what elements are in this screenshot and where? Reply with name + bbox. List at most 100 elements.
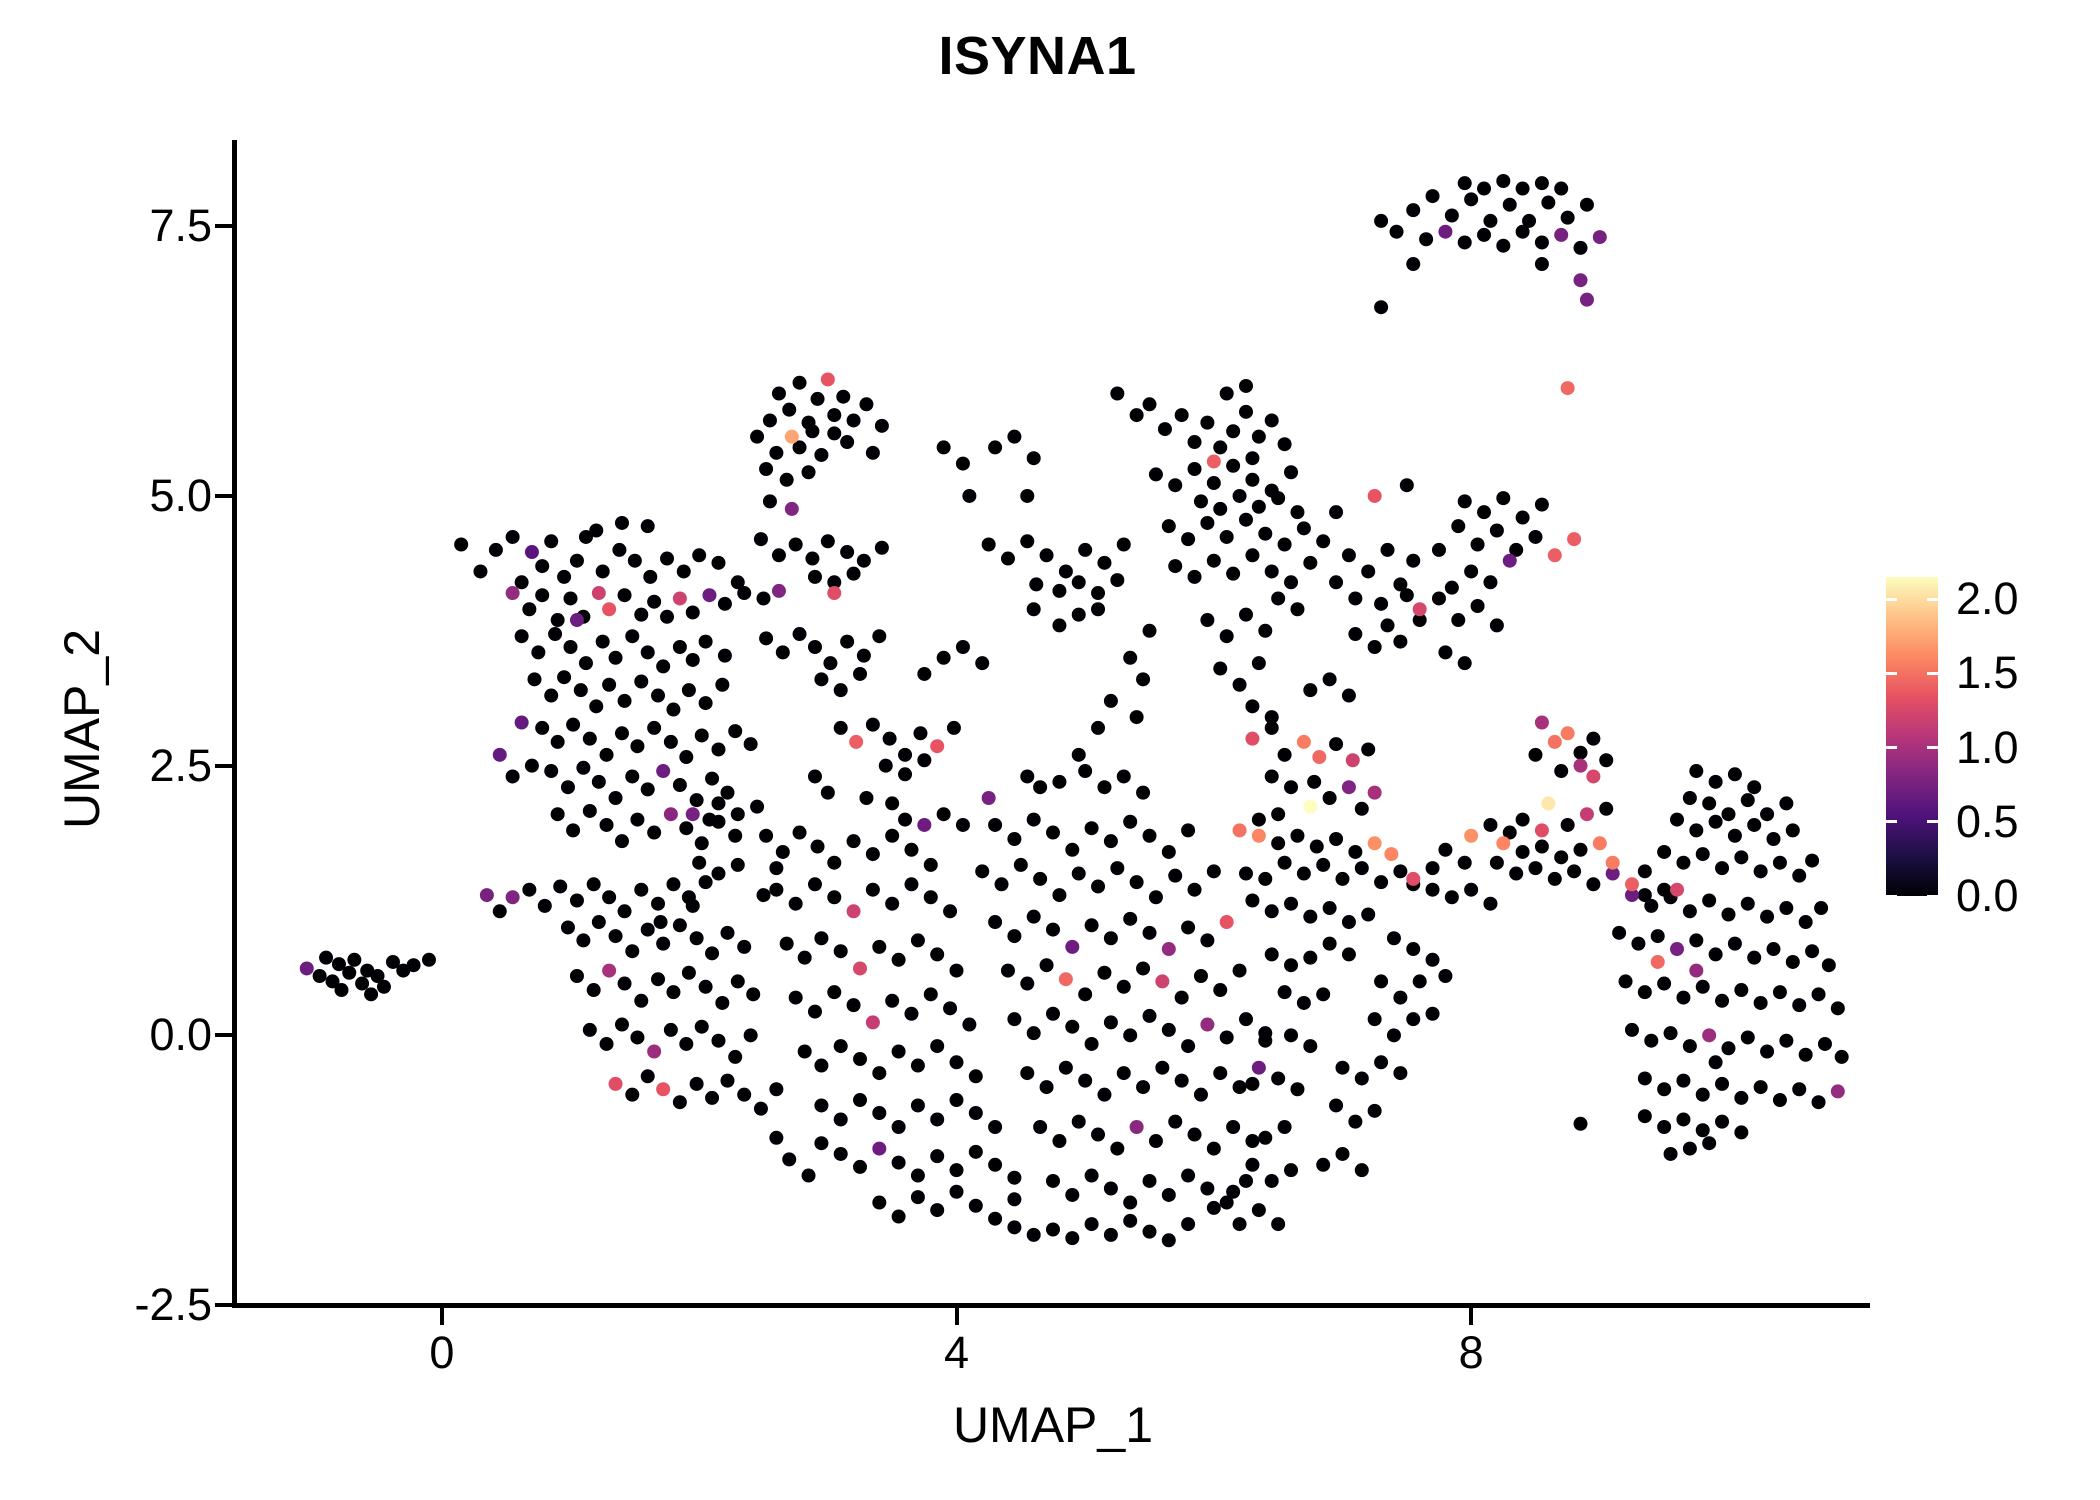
scatter-point [1226, 566, 1241, 581]
scatter-point [586, 877, 601, 892]
scatter-point [1148, 467, 1163, 482]
y-tick-mark [215, 224, 232, 229]
scatter-point [1271, 807, 1286, 822]
scatter-point [759, 828, 774, 843]
scatter-point [1431, 591, 1446, 606]
scatter-point [775, 645, 790, 660]
scatter-point [1219, 1030, 1234, 1045]
scatter-point [578, 656, 593, 671]
scatter-point [1213, 1066, 1228, 1081]
scatter-point [1264, 720, 1279, 735]
scatter-point [1560, 726, 1575, 741]
scatter-point [563, 639, 578, 654]
scatter-point [653, 915, 668, 930]
scatter-point [1592, 230, 1607, 245]
scatter-point [878, 758, 893, 773]
scatter-point [647, 720, 662, 735]
scatter-point [711, 796, 726, 811]
scatter-point [1200, 933, 1215, 948]
scatter-point [1303, 950, 1318, 965]
scatter-point [1341, 915, 1356, 930]
scatter-point [1258, 623, 1273, 638]
scatter-point [1515, 224, 1530, 239]
scatter-point [1078, 764, 1093, 779]
scatter-point [720, 925, 735, 940]
scatter-point [1213, 983, 1228, 998]
scatter-point [1689, 764, 1704, 779]
scatter-point [1451, 519, 1466, 534]
scatter-point [1792, 1082, 1807, 1097]
scatter-point [569, 613, 584, 628]
scatter-point [1046, 1006, 1060, 1021]
scatter-point [1026, 812, 1041, 827]
scatter-point [769, 1130, 784, 1145]
scatter-point [962, 488, 977, 503]
scatter-point [1817, 1036, 1832, 1051]
scatter-point [656, 659, 671, 674]
scatter-point [1753, 995, 1768, 1010]
scatter-point [792, 440, 807, 455]
scatter-point [1007, 929, 1022, 944]
scatter-point [1187, 882, 1202, 897]
scatter-point [1605, 855, 1620, 870]
scatter-point [1502, 825, 1517, 840]
scatter-point [1811, 1095, 1826, 1110]
scatter-point [406, 958, 421, 973]
scatter-point [1065, 1231, 1080, 1246]
scatter-point [625, 629, 640, 644]
scatter-point [1740, 896, 1755, 911]
scatter-point [1071, 607, 1086, 622]
scatter-point [1052, 774, 1067, 789]
scatter-point [560, 780, 575, 795]
x-axis-title: UMAP_1 [952, 1397, 1154, 1453]
y-tick-label: 0.0 [149, 1009, 212, 1061]
scatter-point [1361, 742, 1376, 757]
scatter-point [1624, 1022, 1639, 1037]
scatter-point [1187, 435, 1202, 450]
scatter-point [1740, 1030, 1755, 1045]
scatter-point [762, 494, 777, 509]
scatter-point [1389, 224, 1404, 239]
scatter-point [492, 904, 507, 919]
scatter-point [1384, 847, 1399, 862]
scatter-point [1354, 801, 1369, 816]
x-tick-label: 0 [429, 1327, 455, 1378]
scatter-point [1033, 1120, 1048, 1135]
scatter-point [1232, 488, 1247, 503]
scatter-point [1573, 745, 1588, 760]
scatter-point [1335, 871, 1350, 886]
scatter-point [711, 814, 726, 829]
scatter-point [614, 726, 629, 741]
scatter-point [1078, 987, 1093, 1002]
scatter-point [782, 402, 797, 417]
scatter-point [728, 724, 743, 739]
scatter-point [694, 728, 709, 743]
scatter-point [1682, 1039, 1697, 1054]
scatter-point [1238, 378, 1253, 393]
scatter-point [1444, 208, 1459, 223]
scatter-point [753, 1101, 768, 1116]
scatter-point [1676, 855, 1691, 870]
scatter-point [1335, 1146, 1350, 1161]
x-tick-label: 4 [943, 1327, 970, 1378]
scatter-point [1708, 814, 1723, 829]
scatter-point [591, 586, 606, 601]
scatter-point [1219, 1195, 1234, 1210]
scatter-point [910, 1190, 925, 1205]
scatter-point [1393, 864, 1408, 879]
scatter-point [1734, 1090, 1749, 1105]
scatter-point [1296, 866, 1311, 881]
scatter-point [968, 1105, 983, 1120]
scatter-point [797, 1044, 812, 1059]
scatter-point [885, 896, 900, 911]
scatter-point [1425, 1006, 1440, 1021]
scatter-point [836, 389, 851, 404]
scatter-point [1425, 882, 1440, 897]
scatter-point [1534, 497, 1549, 512]
scatter-point [634, 993, 649, 1008]
scatter-point [595, 634, 610, 649]
scatter-point [625, 1087, 640, 1102]
scatter-point [1303, 683, 1318, 698]
scatter-point [814, 1058, 829, 1073]
scatter-point [656, 764, 671, 779]
